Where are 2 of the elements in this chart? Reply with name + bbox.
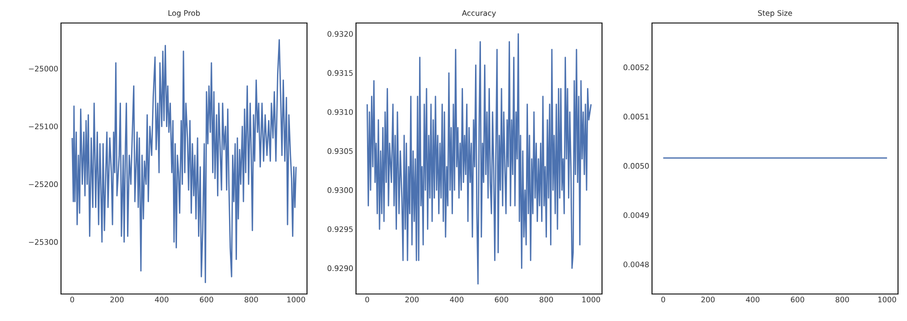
line-series (72, 39, 297, 284)
line-series (366, 33, 592, 284)
